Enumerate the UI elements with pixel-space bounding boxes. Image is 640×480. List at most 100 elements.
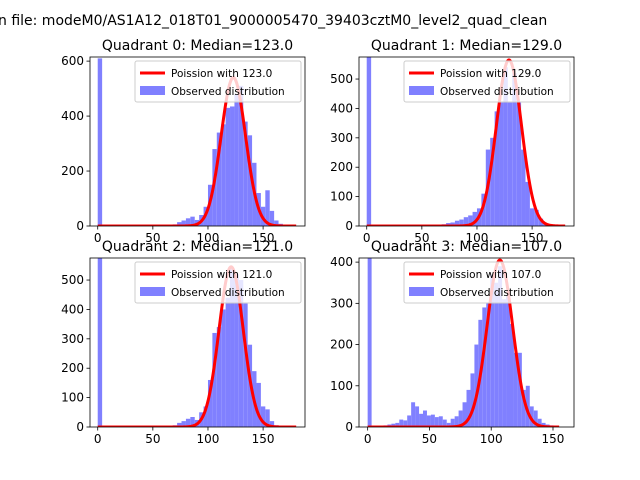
- histogram-bar: [207, 379, 213, 427]
- x-tick-label: 150: [542, 432, 565, 446]
- histogram-bar: [525, 385, 530, 427]
- subplot-title: Quadrant 3: Median=107.0: [371, 239, 562, 255]
- subplot-title: Quadrant 0: Median=123.0: [102, 38, 293, 54]
- plot-area: [97, 58, 297, 226]
- histogram-bar: [503, 67, 508, 226]
- histogram-bar: [502, 299, 507, 427]
- histogram-bar: [498, 266, 503, 427]
- x-tick-label: 50: [422, 432, 437, 446]
- figure-suptitle: n file: modeM0/AS1A12_018T01_9000005470_…: [0, 13, 547, 29]
- histogram-bar: [247, 135, 253, 226]
- histogram-bar: [185, 418, 191, 427]
- y-tick-label: 200: [330, 338, 353, 352]
- x-tick-label: 150: [521, 231, 544, 245]
- legend: Poission with 121.0 Observed distribution: [134, 261, 302, 304]
- histogram-bar: [494, 282, 499, 427]
- x-tick-label: 100: [197, 231, 220, 245]
- y-tick-label: 400: [61, 109, 84, 123]
- legend-box: [134, 60, 302, 103]
- histogram-bar: [430, 414, 435, 427]
- histogram-bar: [177, 222, 182, 226]
- poisson-curve: [97, 265, 297, 427]
- legend-bar-swatch: [409, 86, 434, 95]
- legend-bar-label: Observed distribution: [440, 86, 554, 98]
- y-tick-label: 300: [61, 332, 84, 346]
- histogram-bar: [470, 373, 475, 427]
- histogram-bar: [458, 410, 463, 427]
- poisson-curve: [367, 258, 560, 427]
- subplot-title: Quadrant 1: Median=129.0: [371, 38, 562, 54]
- histogram-bar: [203, 406, 208, 427]
- histogram-bar: [367, 258, 372, 427]
- histogram-bar: [234, 274, 239, 427]
- y-tick-label: 400: [330, 255, 353, 269]
- x-tick-label: 0: [94, 432, 102, 446]
- axes-frame: [358, 56, 575, 227]
- histogram-bar: [97, 58, 103, 226]
- histogram-bar: [423, 410, 427, 427]
- histogram-bar: [462, 402, 467, 427]
- legend-box: [403, 261, 571, 304]
- histogram-bar: [490, 274, 495, 427]
- histogram-bar: [216, 132, 222, 226]
- histogram-bar: [411, 402, 416, 427]
- histogram-bar: [238, 85, 244, 226]
- histogram-bar: [494, 111, 500, 226]
- subplots: 0 50 100 150 0 200 400 600 Quadrant 0: Median=12…: [61, 38, 575, 446]
- legend-line-label: Poission with 121.0: [171, 269, 272, 281]
- histogram-bar: [525, 181, 530, 226]
- plot-area: [366, 57, 566, 226]
- histogram-bar: [230, 106, 235, 226]
- histogram-bar: [181, 421, 186, 427]
- histogram-bar: [403, 420, 408, 427]
- histogram-bar: [181, 220, 186, 226]
- axes-frame: [89, 56, 306, 227]
- histogram-bar: [517, 352, 522, 427]
- plot-area: [367, 258, 560, 427]
- histogram-bar: [468, 215, 473, 226]
- y-tick-label: 400: [61, 302, 84, 316]
- histogram-bar: [490, 137, 495, 226]
- histogram-bar: [399, 419, 404, 427]
- x-tick-label: 0: [364, 432, 372, 446]
- histogram-bar: [521, 389, 526, 427]
- histogram-bar: [486, 303, 491, 427]
- histogram-bar: [474, 344, 479, 427]
- axes-frame: [89, 257, 306, 428]
- histogram-bar: [415, 406, 420, 427]
- legend-bar-label: Observed distribution: [171, 86, 285, 98]
- legend: Poission with 107.0 Observed distribution: [403, 261, 571, 304]
- y-tick-label: 500: [330, 72, 353, 86]
- histogram-bar: [481, 193, 486, 226]
- histogram-bar: [512, 73, 517, 226]
- x-tick-label: 0: [363, 231, 371, 245]
- histogram-bar: [243, 121, 248, 226]
- histogram-bar: [265, 190, 270, 226]
- subplot-1: 0 50 100 150 0 100 200 300 400 500 Quadrant 1: Med…: [330, 38, 575, 245]
- histogram-bar: [442, 419, 447, 427]
- legend-bar-label: Observed distribution: [440, 287, 554, 299]
- x-tick-label: 150: [252, 432, 275, 446]
- histogram-bar: [534, 209, 539, 226]
- y-tick-label: 300: [330, 131, 353, 145]
- histogram-bar: [225, 107, 231, 226]
- histogram-bar: [472, 211, 477, 226]
- histogram-bar: [366, 57, 372, 226]
- histogram-bar: [466, 389, 471, 427]
- subplot-0: 0 50 100 150 0 200 400 600 Quadrant 0: Median=12…: [61, 38, 306, 245]
- histogram-bar: [529, 208, 535, 226]
- histogram-bar: [482, 307, 487, 427]
- y-tick-label: 100: [330, 379, 353, 393]
- y-tick-label: 500: [61, 273, 84, 287]
- histogram-bar: [256, 382, 261, 427]
- legend-line-label: Poission with 123.0: [171, 68, 272, 80]
- poisson-curve: [366, 58, 566, 226]
- histogram-bar: [190, 417, 195, 427]
- histogram-bar: [243, 303, 248, 427]
- histogram-bar: [446, 422, 451, 427]
- histogram-bar: [533, 410, 538, 427]
- histogram-bar: [265, 409, 270, 427]
- legend-line-label: Poission with 129.0: [440, 68, 541, 80]
- histogram-bar: [221, 309, 226, 427]
